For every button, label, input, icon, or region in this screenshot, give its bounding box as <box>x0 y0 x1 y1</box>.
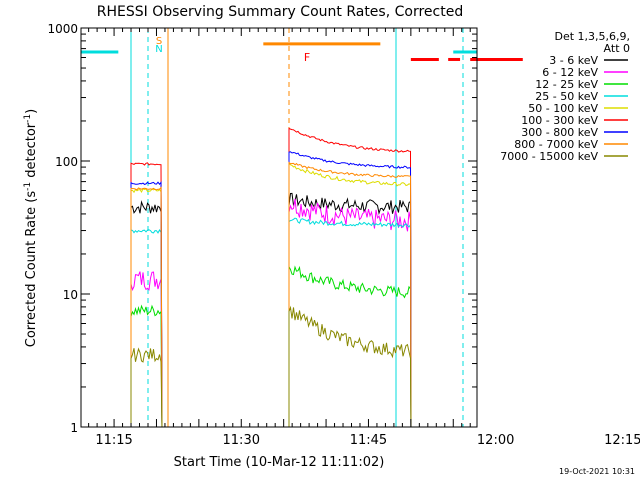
plot-frame <box>80 27 478 428</box>
x-tick-label: 11:45 <box>350 433 387 448</box>
series-line <box>288 217 412 428</box>
series-line <box>130 181 163 428</box>
legend-label: 300 - 800 keV <box>521 126 598 139</box>
y-tick-label: 1 <box>70 421 78 435</box>
legend-label: 6 - 12 keV <box>542 66 598 79</box>
x-tick-label: 11:15 <box>95 433 132 448</box>
series-line <box>288 198 412 428</box>
plot-area: SN F <box>80 27 523 428</box>
x-tick-label: 12:15 <box>604 433 640 448</box>
series-line <box>130 228 163 428</box>
footer-date: 19-Oct-2021 10:31 <box>559 467 635 476</box>
legend-label: 12 - 25 keV <box>535 78 598 91</box>
series-line <box>288 161 412 428</box>
y-label-sup2: -1 <box>23 114 33 123</box>
legend-label: 100 - 300 keV <box>521 114 598 127</box>
x-tick-label: 11:30 <box>223 433 260 448</box>
y-tick-label: 1000 <box>47 22 78 36</box>
series-line <box>130 162 163 428</box>
legend-label: 800 - 7000 keV <box>514 138 598 151</box>
y-label-sup1: -1 <box>23 182 33 191</box>
legend-label: 3 - 6 keV <box>549 54 598 67</box>
chart-title: RHESSI Observing Summary Count Rates, Co… <box>97 4 463 20</box>
legend-label: 25 - 50 keV <box>535 90 598 103</box>
y-label-mid: detector <box>24 122 39 182</box>
data-layer: SN F <box>81 28 523 428</box>
series-line <box>130 304 163 428</box>
legend-header-line2: Att 0 <box>604 42 630 55</box>
flag-label-n: N <box>155 44 162 55</box>
series-line <box>130 186 163 428</box>
y-axis-label: Corrected Count Rate (s-1 detector-1) <box>23 109 39 347</box>
flag-label-s: S <box>156 36 162 47</box>
legend-label: 50 - 100 keV <box>528 102 598 115</box>
legend-header-line1: Det 1,3,5,6,9, <box>554 30 630 43</box>
y-tick-label: 10 <box>63 288 78 302</box>
series-line <box>130 271 163 428</box>
x-axis-label: Start Time (10-Mar-12 11:11:02) <box>174 455 385 470</box>
y-axis: 1 10 100 1000 <box>47 22 477 435</box>
series-line <box>288 192 412 428</box>
flag-label-f: F <box>304 51 310 64</box>
series-line <box>288 151 412 428</box>
y-tick-label: 100 <box>55 155 78 169</box>
series-line <box>130 347 163 428</box>
y-label-main: Corrected Count Rate (s <box>24 191 39 348</box>
series-line <box>288 162 412 428</box>
series-line <box>130 200 163 428</box>
series-line <box>288 265 412 428</box>
x-tick-label: 12:00 <box>477 433 514 448</box>
series-line <box>288 127 412 428</box>
y-label-end: ) <box>24 109 39 114</box>
series-line <box>288 305 412 428</box>
legend-label: 7000 - 15000 keV <box>500 150 598 163</box>
